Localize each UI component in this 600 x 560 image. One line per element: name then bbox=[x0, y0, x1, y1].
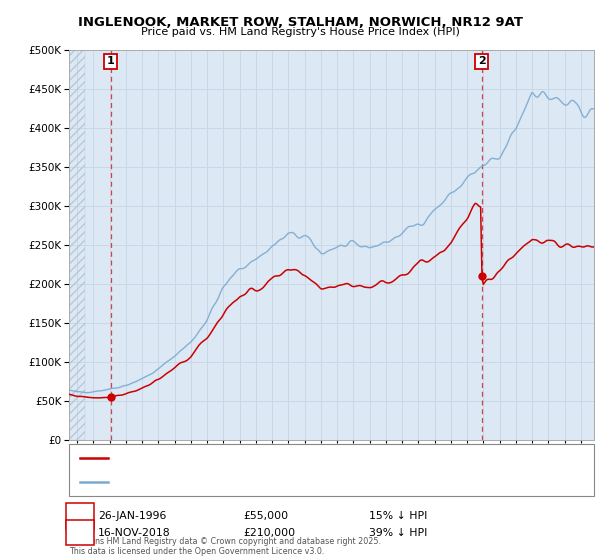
Text: £210,000: £210,000 bbox=[243, 528, 295, 538]
Text: 26-JAN-1996: 26-JAN-1996 bbox=[98, 511, 166, 521]
Text: 1: 1 bbox=[107, 57, 115, 66]
Text: 2: 2 bbox=[76, 528, 83, 538]
Text: 1: 1 bbox=[76, 511, 83, 521]
Text: £55,000: £55,000 bbox=[243, 511, 288, 521]
Text: HPI: Average price, detached house, North Norfolk: HPI: Average price, detached house, Nort… bbox=[112, 477, 364, 487]
Text: 39% ↓ HPI: 39% ↓ HPI bbox=[369, 528, 427, 538]
Text: 2: 2 bbox=[478, 57, 485, 66]
Text: 16-NOV-2018: 16-NOV-2018 bbox=[98, 528, 170, 538]
Text: Contains HM Land Registry data © Crown copyright and database right 2025.
This d: Contains HM Land Registry data © Crown c… bbox=[69, 536, 381, 556]
Text: Price paid vs. HM Land Registry's House Price Index (HPI): Price paid vs. HM Land Registry's House … bbox=[140, 27, 460, 37]
Text: INGLENOOK, MARKET ROW, STALHAM, NORWICH, NR12 9AT (detached house): INGLENOOK, MARKET ROW, STALHAM, NORWICH,… bbox=[112, 453, 501, 463]
Text: INGLENOOK, MARKET ROW, STALHAM, NORWICH, NR12 9AT: INGLENOOK, MARKET ROW, STALHAM, NORWICH,… bbox=[77, 16, 523, 29]
Text: 15% ↓ HPI: 15% ↓ HPI bbox=[369, 511, 427, 521]
